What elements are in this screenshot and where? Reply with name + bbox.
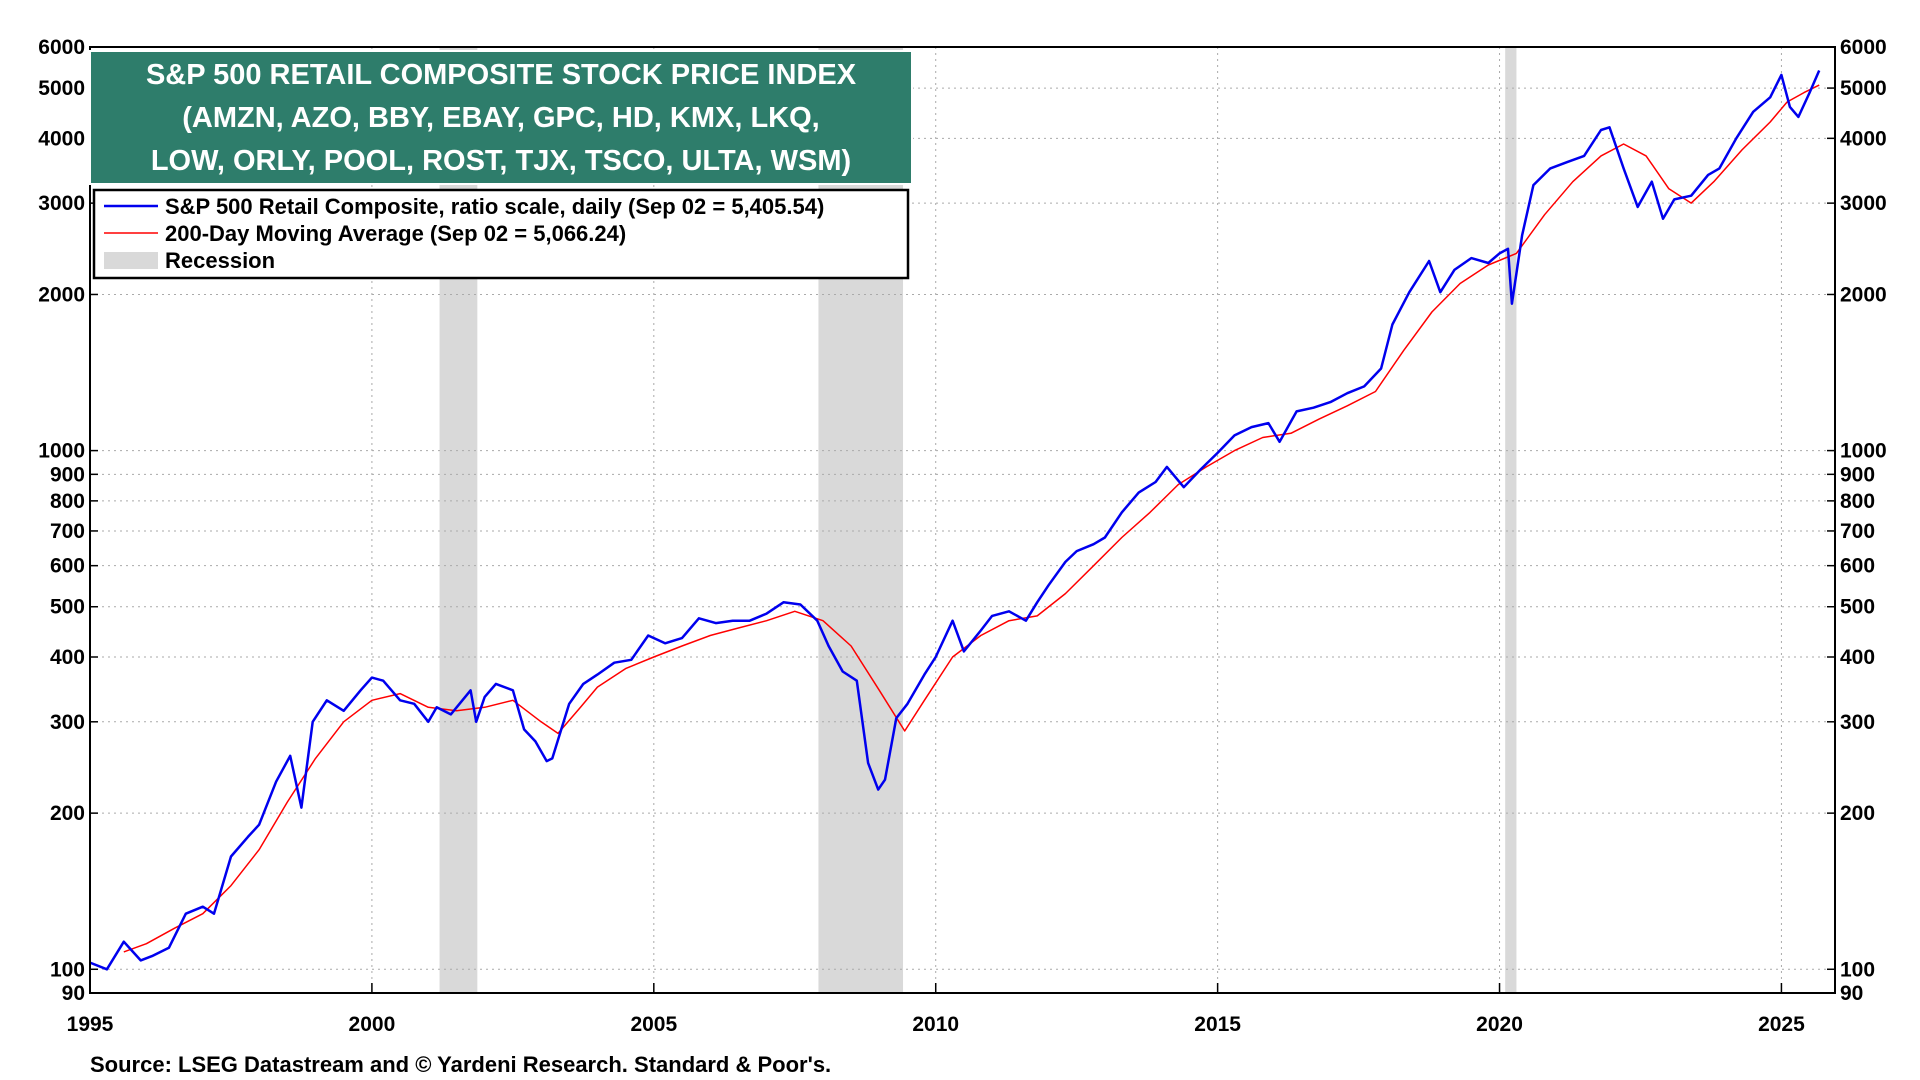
y-tick-label-left-4000: 4000 <box>38 127 85 150</box>
y-tick-label-right-100: 100 <box>1840 958 1875 981</box>
y-tick-label-left-6000: 6000 <box>38 36 85 59</box>
y-tick-label-left-300: 300 <box>50 711 85 734</box>
y-tick-label-right-1000: 1000 <box>1840 440 1887 463</box>
y-tick-label-left-900: 900 <box>50 463 85 486</box>
y-tick-label-left-800: 800 <box>50 490 85 513</box>
recession-band-2 <box>1505 47 1517 993</box>
x-tick-label-2000: 2000 <box>349 1013 396 1036</box>
y-tick-label-left-600: 600 <box>50 555 85 578</box>
chart-subtitle-line-1: (AMZN, AZO, BBY, EBAY, GPC, HD, KMX, LKQ… <box>182 102 820 134</box>
y-tick-label-left-90: 90 <box>62 982 85 1005</box>
y-tick-label-left-500: 500 <box>50 596 85 619</box>
price-layer <box>89 70 1821 971</box>
chart-title: S&P 500 RETAIL COMPOSITE STOCK PRICE IND… <box>146 59 857 91</box>
legend-label-recession: Recession <box>165 248 275 273</box>
x-tick-label-2015: 2015 <box>1194 1013 1241 1036</box>
plot-frame <box>89 46 1836 994</box>
x-tick-label-2005: 2005 <box>630 1013 677 1036</box>
y-tick-label-right-6000: 6000 <box>1840 36 1887 59</box>
legend-swatch-recession <box>104 252 158 269</box>
y-tick-label-right-500: 500 <box>1840 596 1875 619</box>
y-tick-label-right-300: 300 <box>1840 711 1875 734</box>
y-tick-label-left-3000: 3000 <box>38 192 85 215</box>
y-tick-label-right-3000: 3000 <box>1840 192 1887 215</box>
y-tick-label-right-90: 90 <box>1840 982 1863 1005</box>
y-tick-label-right-700: 700 <box>1840 520 1875 543</box>
y-tick-label-left-1000: 1000 <box>38 440 85 463</box>
y-tick-label-left-400: 400 <box>50 646 85 669</box>
y-tick-label-left-100: 100 <box>50 958 85 981</box>
x-tick-label-2010: 2010 <box>912 1013 959 1036</box>
x-tick-label-2020: 2020 <box>1476 1013 1523 1036</box>
title-box: S&P 500 RETAIL COMPOSITE STOCK PRICE IND… <box>89 50 913 185</box>
y-tick-label-left-5000: 5000 <box>38 77 85 100</box>
retail-composite-line <box>89 70 1821 971</box>
x-tick-label-1995: 1995 <box>67 1013 114 1036</box>
moving-average-layer <box>123 84 1820 953</box>
legend-label-price: S&P 500 Retail Composite, ratio scale, d… <box>165 194 824 219</box>
legend-label-ma: 200-Day Moving Average (Sep 02 = 5,066.2… <box>165 221 626 246</box>
y-tick-label-left-200: 200 <box>50 802 85 825</box>
x-tick-layer: 1995 2000 2005 2010 2015 2020 2025 <box>67 983 1805 1036</box>
legend-box: S&P 500 Retail Composite, ratio scale, d… <box>92 188 910 280</box>
y-tick-label-right-5000: 5000 <box>1840 77 1887 100</box>
y-tick-label-right-200: 200 <box>1840 802 1875 825</box>
source-note: Source: LSEG Datastream and © Yardeni Re… <box>90 1052 831 1077</box>
y-tick-label-right-800: 800 <box>1840 490 1875 513</box>
chart-subtitle-line-2: LOW, ORLY, POOL, ROST, TJX, TSCO, ULTA, … <box>151 145 851 177</box>
y-tick-label-right-2000: 2000 <box>1840 283 1887 306</box>
y-tick-label-right-4000: 4000 <box>1840 127 1887 150</box>
y-tick-label-right-400: 400 <box>1840 646 1875 669</box>
y-tick-label-left-2000: 2000 <box>38 283 85 306</box>
moving-average-line <box>123 84 1820 953</box>
y-tick-label-right-900: 900 <box>1840 463 1875 486</box>
x-tick-label-2025: 2025 <box>1758 1013 1805 1036</box>
y-tick-label-left-700: 700 <box>50 520 85 543</box>
y-tick-label-right-600: 600 <box>1840 555 1875 578</box>
